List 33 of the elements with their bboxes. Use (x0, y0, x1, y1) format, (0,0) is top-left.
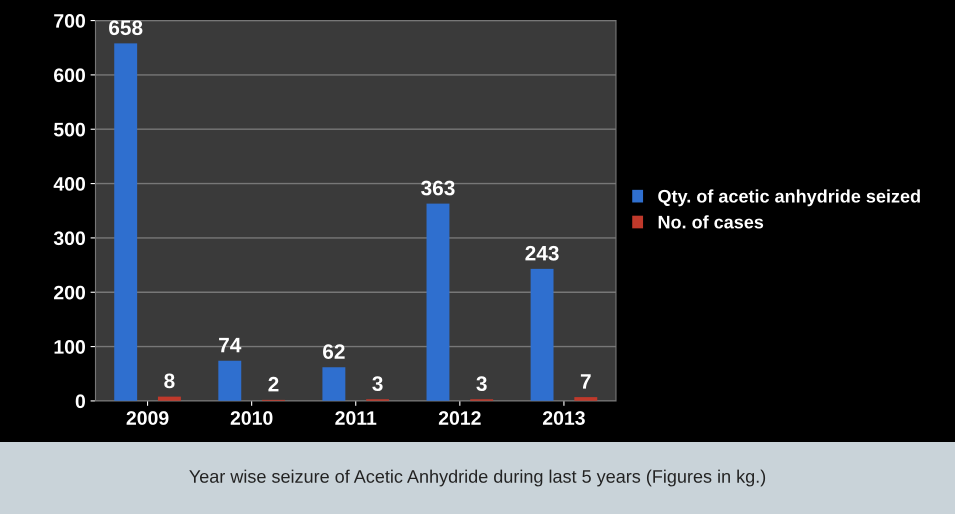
data-label: 7 (580, 374, 591, 389)
data-label: 3 (476, 376, 487, 392)
y-tick-label: 500 (54, 122, 85, 136)
x-tick-label: 2009 (126, 411, 168, 425)
legend-label: No. of cases (658, 215, 764, 229)
bar (574, 397, 598, 401)
data-label: 62 (323, 344, 345, 359)
legend-label: Qty. of acetic anhydride seized (658, 189, 920, 206)
y-tick-label: 600 (54, 68, 85, 82)
data-label: 74 (219, 338, 242, 352)
data-label: 3 (372, 376, 383, 392)
x-tick-label: 2010 (230, 411, 272, 425)
x-tick-label: 2013 (542, 411, 585, 425)
data-label: 658 (109, 20, 142, 36)
bar (114, 43, 138, 401)
x-tick-label: 2011 (335, 411, 376, 425)
bar (530, 268, 554, 401)
data-label: 2 (268, 376, 278, 392)
y-tick-label: 300 (54, 231, 85, 246)
bar (426, 204, 450, 401)
bar (158, 396, 181, 401)
data-label: 243 (525, 246, 559, 261)
x-tick-label: 2012 (438, 411, 481, 425)
bar (322, 367, 346, 401)
y-tick-label: 200 (54, 286, 85, 300)
data-label: 363 (421, 180, 455, 196)
y-tick-label: 700 (54, 14, 85, 28)
y-tick-label: 400 (54, 177, 85, 191)
bar (218, 360, 242, 401)
text: Year wise seizure of Acetic Anhydride during last 5 years (Figures in kg.) (189, 470, 766, 486)
data-label: 8 (164, 374, 175, 388)
y-tick-label: 0 (76, 394, 85, 408)
y-tick-label: 100 (54, 340, 85, 354)
